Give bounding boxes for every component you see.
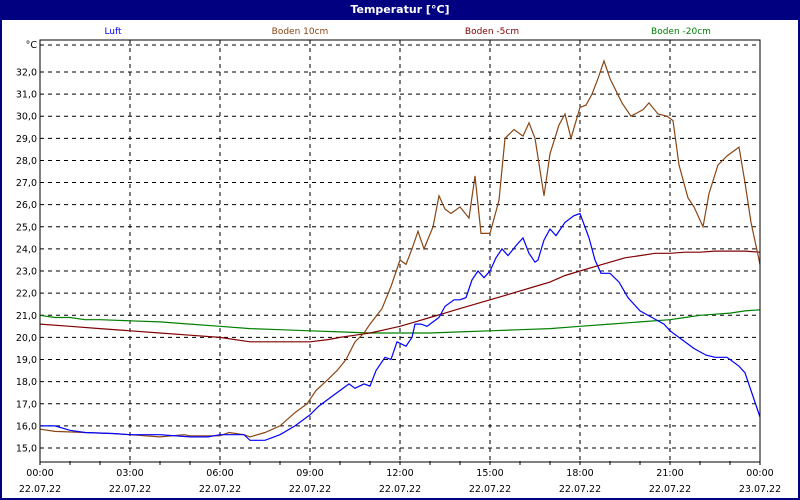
series-boden--20cm bbox=[39, 309, 761, 334]
x-tick-date: 22.07.22 bbox=[109, 484, 151, 495]
x-tick-time: 09:00 bbox=[296, 468, 323, 479]
legend-item: Boden -20cm bbox=[651, 27, 711, 37]
x-tick-date: 22.07.22 bbox=[559, 484, 601, 495]
x-tick-time: 21:00 bbox=[656, 468, 683, 479]
series-boden-10cm bbox=[39, 59, 761, 438]
y-tick-label: 20,0 bbox=[16, 333, 37, 344]
y-tick-label: 21,0 bbox=[16, 311, 37, 322]
x-tick-date: 22.07.22 bbox=[289, 484, 331, 495]
y-axis: 15,0 16,0 17,0 18,0 19,0 20,0 21,0 22,0 23,0 24,0… bbox=[16, 40, 38, 455]
y-tick-label: 32,0 bbox=[16, 67, 37, 78]
y-tick-label: 25,0 bbox=[16, 222, 37, 233]
x-tick-date: 22.07.22 bbox=[19, 484, 61, 495]
chart-canvas: 15,0 16,0 17,0 18,0 19,0 20,0 21,0 22,0 23,0 24,0… bbox=[2, 20, 798, 498]
x-axis: 00:00 22.07.22 03:00 22.07.22 06:00 22.07.22 0… bbox=[19, 461, 781, 495]
x-tick-time: 12:00 bbox=[386, 468, 413, 479]
legend-item: Boden -5cm bbox=[465, 27, 519, 37]
y-tick-label: 26,0 bbox=[16, 200, 37, 211]
x-tick-date: 22.07.22 bbox=[199, 484, 241, 495]
y-tick-label: 31,0 bbox=[16, 90, 37, 101]
y-tick-label: 30,0 bbox=[16, 112, 37, 123]
y-tick-label: 27,0 bbox=[16, 178, 37, 189]
y-tick-label: 17,0 bbox=[16, 399, 37, 410]
data-series bbox=[39, 59, 761, 441]
y-tick-label: 23,0 bbox=[16, 267, 37, 278]
legend: Luft Boden 10cm Boden -5cm Boden -20cm bbox=[104, 27, 711, 37]
x-tick-time: 03:00 bbox=[116, 468, 143, 479]
y-tick-label: 15,0 bbox=[16, 444, 37, 455]
y-tick-label: 29,0 bbox=[16, 134, 37, 145]
x-tick-date: 22.07.22 bbox=[469, 484, 511, 495]
legend-item: Boden 10cm bbox=[272, 27, 329, 37]
y-unit-label: °C bbox=[26, 40, 38, 51]
y-tick-label: 22,0 bbox=[16, 289, 37, 300]
y-tick-label: 16,0 bbox=[16, 421, 37, 432]
x-tick-time: 00:00 bbox=[26, 468, 53, 479]
legend-item: Luft bbox=[104, 27, 122, 37]
x-tick-date: 23.07.22 bbox=[739, 484, 781, 495]
x-tick-time: 15:00 bbox=[476, 468, 503, 479]
series-luft bbox=[40, 212, 761, 441]
y-tick-label: 24,0 bbox=[16, 244, 37, 255]
grid-lines bbox=[40, 40, 760, 461]
series-boden--5cm bbox=[39, 250, 761, 343]
y-tick-label: 28,0 bbox=[16, 156, 37, 167]
x-tick-time: 18:00 bbox=[566, 468, 593, 479]
x-tick-date: 22.07.22 bbox=[649, 484, 691, 495]
y-tick-label: 18,0 bbox=[16, 377, 37, 388]
window-title: Temperatur [°C] bbox=[350, 3, 450, 16]
x-tick-date: 22.07.22 bbox=[379, 484, 421, 495]
x-tick-time: 00:00 bbox=[746, 468, 773, 479]
x-tick-time: 06:00 bbox=[206, 468, 233, 479]
y-tick-label: 19,0 bbox=[16, 355, 37, 366]
